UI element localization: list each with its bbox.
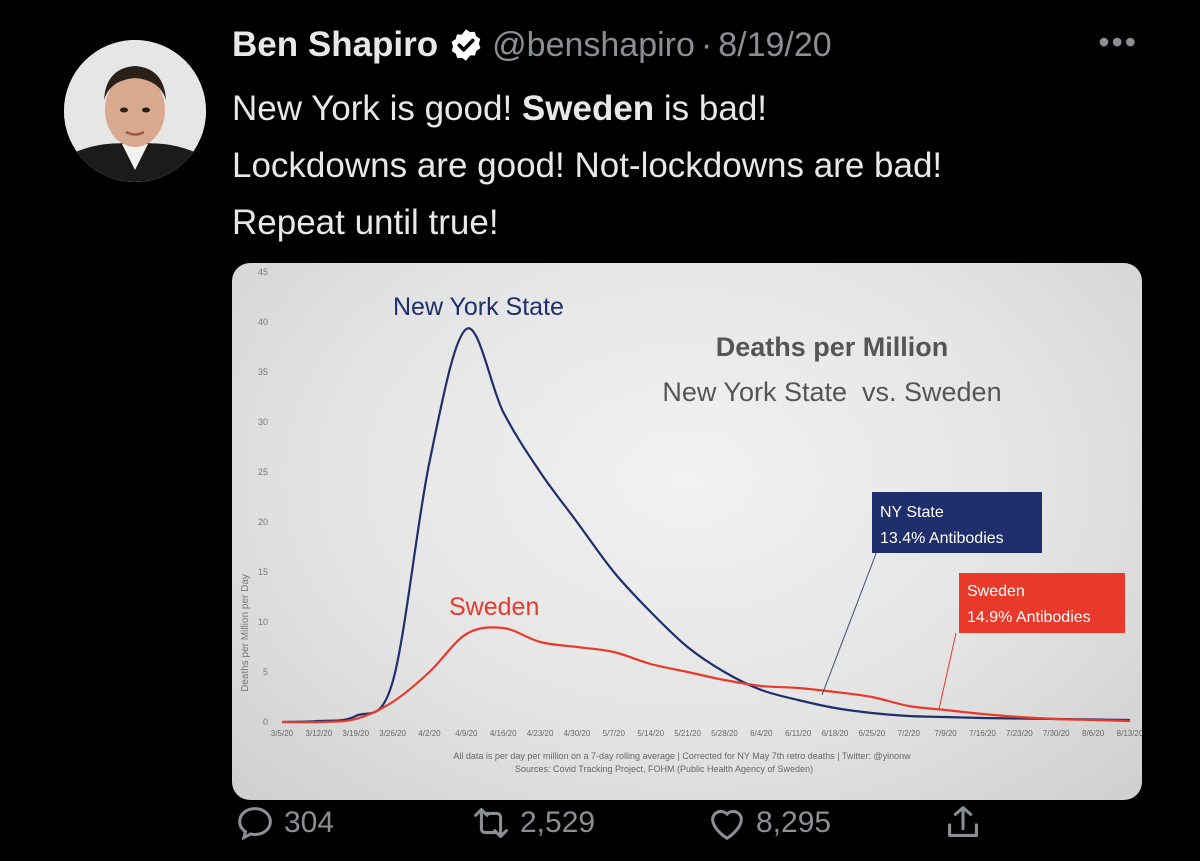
- x-tick-label: 4/2/20: [418, 729, 441, 738]
- x-tick-label: 3/19/20: [342, 729, 369, 738]
- y-tick-label: 45: [258, 267, 268, 277]
- sweden-annotation-box: [959, 573, 1125, 633]
- tweet-text: New York is good! Sweden is bad! Lockdow…: [232, 80, 1162, 251]
- like-count: 8,295: [756, 806, 832, 839]
- heart-icon: [711, 809, 743, 840]
- share-button[interactable]: [940, 800, 992, 846]
- tweet-actions: 304 2,529 8,295: [232, 800, 1162, 850]
- x-tick-label: 3/5/20: [271, 729, 294, 738]
- y-axis-ticks: 0 5 10 15 20 25 30 35 40 45: [258, 267, 268, 727]
- tweet-date[interactable]: 8/19/20: [718, 25, 832, 64]
- ny-annotation-arrow: [821, 550, 878, 696]
- x-tick-label: 4/16/20: [490, 729, 517, 738]
- chart-title: Deaths per Million: [716, 332, 949, 362]
- tweet-line-1-part-c: is bad!: [654, 89, 768, 128]
- series-line-ny: [281, 327, 1131, 724]
- series-lines: [281, 327, 1131, 724]
- retweet-button[interactable]: 2,529: [468, 800, 595, 846]
- x-tick-label: 8/13/20: [1117, 729, 1142, 738]
- header-separator: ·: [700, 25, 713, 64]
- series-line-sweden: [281, 626, 1131, 724]
- tweet-line-1-part-a: New York is good!: [232, 89, 522, 128]
- ny-annotation-line-1: NY State: [880, 504, 944, 521]
- y-tick-label: 40: [258, 317, 268, 327]
- chart-subtitle: New York State vs. Sweden: [662, 377, 1001, 407]
- y-tick-label: 0: [263, 717, 268, 727]
- ny-annotation-line-2: 13.4% Antibodies: [880, 530, 1004, 547]
- x-tick-label: 6/11/20: [785, 729, 812, 738]
- tweet-header: Ben Shapiro @benshapiro · 8/19/20: [232, 20, 832, 70]
- x-tick-label: 4/30/20: [564, 729, 591, 738]
- tweet-line-1-bold: Sweden: [521, 89, 655, 128]
- more-options-icon[interactable]: •••: [1098, 24, 1138, 60]
- sweden-annotation-line-1: Sweden: [967, 583, 1025, 600]
- y-tick-label: 30: [258, 417, 268, 427]
- y-tick-label: 20: [258, 517, 268, 527]
- x-tick-label: 7/2/20: [898, 729, 921, 738]
- x-tick-label: 7/16/20: [969, 729, 996, 738]
- y-tick-label: 15: [258, 567, 268, 577]
- verified-badge-icon: [451, 29, 481, 61]
- x-tick-label: 7/30/20: [1043, 729, 1070, 738]
- chart-footnote-1: All data is per day per million on a 7-d…: [453, 751, 911, 761]
- author-handle[interactable]: @benshapiro: [492, 25, 695, 64]
- share-icon: [948, 806, 978, 837]
- tweet-line-1: New York is good! Sweden is bad!: [232, 80, 1162, 137]
- x-tick-label: 7/9/20: [935, 729, 958, 738]
- chart-footnote-2: Sources: Covid Tracking Project, FOHM (P…: [515, 764, 813, 774]
- like-button[interactable]: 8,295: [704, 800, 831, 846]
- x-tick-label: 5/21/20: [674, 729, 701, 738]
- x-tick-label: 4/9/20: [455, 729, 478, 738]
- retweet-icon: [474, 808, 508, 838]
- x-tick-label: 6/18/20: [822, 729, 849, 738]
- retweet-count: 2,529: [520, 806, 596, 839]
- sweden-annotation-line-2: 14.9% Antibodies: [967, 609, 1091, 626]
- tweet-line-2: Lockdowns are good! Not-lockdowns are ba…: [232, 146, 943, 185]
- x-tick-label: 6/4/20: [750, 729, 773, 738]
- reply-count: 304: [284, 806, 335, 839]
- series-label-ny: New York State: [393, 293, 564, 321]
- y-tick-label: 10: [258, 617, 268, 627]
- tweet-media-chart[interactable]: 0 5 10 15 20 25 30 35 40 45 Deaths per Million pe…: [232, 263, 1142, 800]
- chart-svg: 0 5 10 15 20 25 30 35 40 45 Deaths per Million pe…: [240, 267, 1142, 774]
- x-tick-label: 5/7/20: [603, 729, 626, 738]
- x-tick-label: 5/28/20: [711, 729, 738, 738]
- author-avatar[interactable]: [64, 40, 206, 182]
- avatar-image: [64, 40, 206, 182]
- x-tick-label: 4/23/20: [527, 729, 554, 738]
- x-tick-label: 5/14/20: [637, 729, 664, 738]
- y-tick-label: 35: [258, 367, 268, 377]
- reply-button[interactable]: 304: [232, 800, 334, 846]
- y-tick-label: 5: [263, 667, 268, 677]
- ny-annotation-box: [872, 492, 1042, 553]
- y-axis-label: Deaths per Million per Day: [240, 574, 251, 692]
- x-tick-label: 7/23/20: [1006, 729, 1033, 738]
- sweden-annotation-arrow: [938, 632, 957, 710]
- x-tick-label: 3/26/20: [379, 729, 406, 738]
- series-label-sweden: Sweden: [449, 593, 539, 621]
- tweet-line-3: Repeat until true!: [232, 203, 499, 242]
- x-tick-label: 8/6/20: [1082, 729, 1105, 738]
- x-tick-label: 3/12/20: [306, 729, 333, 738]
- reply-icon: [238, 807, 272, 841]
- x-tick-label: 6/25/20: [859, 729, 886, 738]
- author-name[interactable]: Ben Shapiro: [232, 25, 439, 64]
- y-tick-label: 25: [258, 467, 268, 477]
- x-axis-ticks: 3/5/20 3/12/20 3/19/20 3/26/20 4/2/20 4/9/20 4…: [271, 729, 1142, 738]
